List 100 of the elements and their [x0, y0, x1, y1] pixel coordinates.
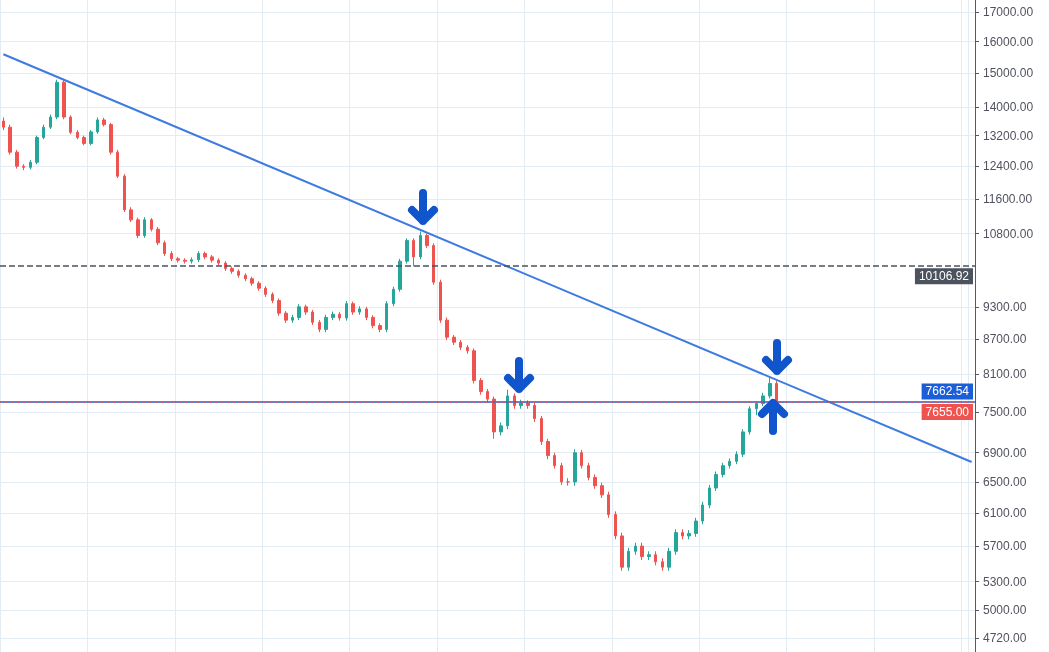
y-tick-label: 14000.00: [983, 99, 1034, 114]
candlestick: [687, 529, 691, 540]
candlestick: [755, 400, 758, 416]
candlestick: [143, 216, 146, 239]
candlestick: [419, 230, 422, 260]
candlestick: [69, 114, 72, 135]
ref-line-label: 7655.00: [925, 404, 970, 419]
candlestick: [217, 257, 220, 266]
candlestick: [445, 316, 449, 341]
y-tick-label: 9300.00: [983, 299, 1027, 314]
candlestick: [748, 405, 751, 436]
candlestick: [546, 438, 550, 460]
candlestick: [304, 304, 308, 316]
candlestick: [479, 377, 483, 396]
candlestick: [102, 117, 106, 127]
candlestick: [540, 415, 543, 446]
candlestick: [163, 240, 166, 257]
candlestick: [123, 173, 126, 213]
candlestick: [284, 310, 288, 324]
y-tick-label: 16000.00: [983, 34, 1034, 49]
candlestick: [291, 314, 294, 324]
y-tick-label: 15000.00: [983, 66, 1034, 81]
candlestick: [600, 482, 604, 499]
candlestick: [55, 79, 59, 120]
candlestick: [735, 450, 738, 465]
candlestick: [681, 528, 684, 540]
candlestick: [405, 237, 409, 265]
candlestick: [620, 532, 624, 572]
candlestick: [89, 129, 93, 146]
candlestick: [378, 322, 382, 333]
candlestick: [197, 250, 200, 263]
candlestick: [627, 547, 630, 572]
candlestick: [365, 306, 368, 321]
candlestick: [237, 268, 240, 279]
candlestick: [499, 422, 503, 436]
candlestick: [35, 135, 39, 165]
candlestick: [607, 491, 610, 519]
ref-line-label: 7662.54: [925, 384, 970, 399]
candlestick: [136, 217, 140, 239]
candlestick: [8, 124, 12, 155]
candlestick: [459, 339, 462, 351]
candlestick: [614, 510, 617, 540]
candlestick: [385, 300, 388, 333]
candlestick: [203, 251, 207, 260]
candlestick: [398, 258, 402, 293]
candlestick: [634, 542, 637, 556]
candlestick: [250, 276, 254, 287]
candlestick: [2, 116, 5, 131]
candlestick: [76, 129, 79, 140]
candlestick: [392, 286, 395, 307]
y-tick-label: 6100.00: [983, 505, 1027, 520]
candlestick: [170, 250, 173, 262]
y-tick-label: 8100.00: [983, 367, 1027, 382]
y-tick-label: 6500.00: [983, 474, 1027, 489]
y-tick-label: 5300.00: [983, 574, 1027, 589]
candlestick: [640, 542, 644, 561]
candlestick: [519, 399, 523, 410]
candlestick: [654, 550, 657, 566]
y-tick-label: 10800.00: [983, 226, 1034, 241]
candlestick: [425, 233, 429, 249]
candlestick: [694, 517, 698, 538]
candlestick: [190, 256, 193, 265]
candlestick: [647, 550, 651, 561]
candlestick: [661, 557, 664, 572]
candlestick: [49, 114, 52, 130]
candlestick: [587, 462, 590, 481]
candlestick: [358, 305, 361, 316]
candlestick: [116, 149, 119, 179]
candlestick: [667, 547, 671, 572]
candlestick: [573, 448, 577, 487]
candlestick: [150, 217, 153, 232]
candlestick: [741, 428, 745, 458]
candlestick: [728, 457, 731, 470]
candlestick: [156, 226, 160, 246]
candlestick: [210, 254, 214, 264]
candlestick: [338, 311, 341, 322]
y-tick-label: 4720.00: [983, 631, 1027, 646]
candlestick: [277, 297, 281, 317]
candlestick: [96, 116, 99, 135]
y-tick-label: 12400.00: [983, 159, 1034, 174]
y-tick-label: 5000.00: [983, 603, 1027, 618]
candlestick: [271, 291, 274, 304]
candlestick: [560, 462, 563, 486]
candlestick: [580, 449, 583, 470]
candlestick: [701, 501, 704, 525]
y-tick-label: 7500.00: [983, 404, 1027, 419]
candlestick: [768, 376, 772, 399]
y-tick-label: 17000.00: [983, 4, 1034, 19]
candlestick: [29, 159, 32, 170]
candlestick: [183, 257, 187, 265]
candlestick: [721, 462, 725, 478]
candlestick: [351, 301, 355, 316]
candlestick: [311, 309, 314, 326]
candlestick: [472, 347, 476, 384]
candlestick: [412, 237, 415, 267]
y-tick-label: 6900.00: [983, 445, 1027, 460]
candlestick: [331, 311, 335, 321]
candlestick: [297, 303, 301, 321]
candlestick: [553, 452, 556, 470]
candlestick: [506, 389, 509, 430]
